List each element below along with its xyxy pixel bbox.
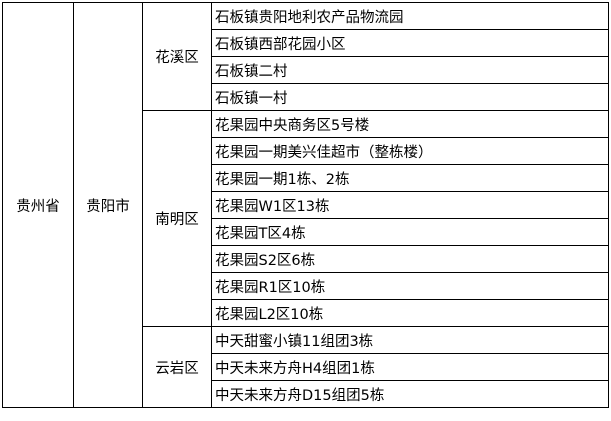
site-cell: 花果园W1区13栋: [211, 191, 609, 219]
site-cell: 石板镇二村: [211, 56, 609, 84]
table-row: 中天未来方舟H4组团1栋: [3, 353, 609, 381]
table-row: 石板镇西部花园小区: [3, 29, 609, 57]
province-cell: 贵州省: [2, 2, 74, 408]
table-row: 花果园S2区6栋: [3, 245, 609, 273]
table-row: 花果园L2区10栋: [3, 299, 609, 327]
table-row: 花果园W1区13栋: [3, 191, 609, 219]
table-row: 石板镇二村: [3, 56, 609, 84]
locations-table: 贵州省 贵阳市 花溪区 石板镇贵阳地利农产品物流园 石板镇西部花园小区 石板镇二村 石板镇一…: [2, 2, 609, 408]
site-cell: 花果园S2区6栋: [211, 245, 609, 273]
table-row: 贵州省 贵阳市 花溪区 石板镇贵阳地利农产品物流园: [2, 2, 609, 408]
site-cell: 石板镇贵阳地利农产品物流园: [211, 2, 609, 30]
table-row: 南明区 花果园中央商务区5号楼: [3, 110, 609, 327]
site-cell: 花果园一期1栋、2栋: [211, 164, 609, 192]
table-row: 花果园一期1栋、2栋: [3, 164, 609, 192]
site-cell: 中天未来方舟D15组团5栋: [211, 380, 609, 408]
site-cell: 花果园一期美兴佳超市（整栋楼）: [211, 137, 609, 165]
site-cell: 中天甜蜜小镇11组团3栋: [211, 326, 609, 354]
site-cell: 中天未来方舟H4组团1栋: [211, 353, 609, 381]
table-row: 中天未来方舟D15组团5栋: [3, 380, 609, 408]
table-row: 花果园T区4栋: [3, 218, 609, 246]
site-cell: 花果园L2区10栋: [211, 299, 609, 327]
site-cell: 石板镇一村: [211, 83, 609, 111]
district-cell: 南明区: [142, 110, 212, 327]
table-row: 花果园一期美兴佳超市（整栋楼）: [3, 137, 609, 165]
district-cell: 云岩区: [142, 326, 212, 408]
site-cell: 花果园T区4栋: [211, 218, 609, 246]
table-row: 花果园R1区10栋: [3, 272, 609, 300]
district-cell: 花溪区: [142, 2, 212, 111]
site-cell: 花果园中央商务区5号楼: [211, 110, 609, 138]
site-cell: 石板镇西部花园小区: [211, 29, 609, 57]
site-cell: 花果园R1区10栋: [211, 272, 609, 300]
table-row: 云岩区 中天甜蜜小镇11组团3栋: [3, 326, 609, 408]
city-cell: 贵阳市: [73, 2, 143, 408]
